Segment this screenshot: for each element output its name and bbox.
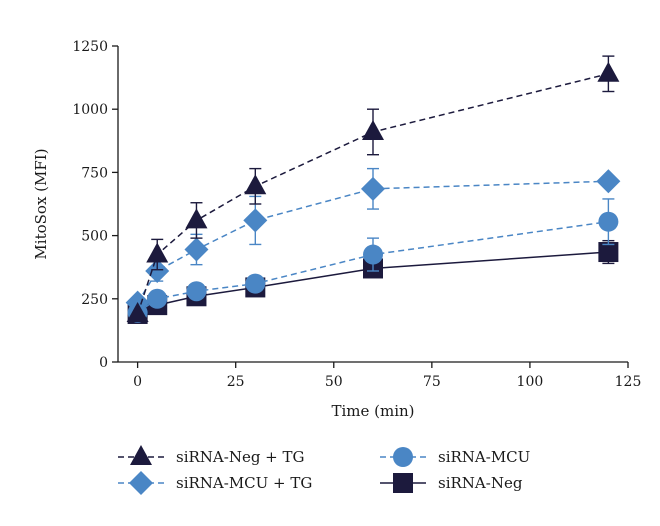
data-point bbox=[597, 61, 620, 82]
y-tick-label: 0 bbox=[99, 355, 108, 371]
legend-marker bbox=[130, 445, 152, 465]
series-line bbox=[136, 73, 609, 315]
data-point bbox=[146, 242, 169, 263]
y-tick-label: 500 bbox=[81, 229, 108, 245]
legend-label: siRNA-MCU + TG bbox=[176, 474, 312, 492]
legend-label: siRNA-Neg bbox=[438, 474, 523, 492]
series-layer bbox=[125, 55, 621, 324]
series-sirna-mcu-tg bbox=[125, 167, 621, 315]
x-tick-label: 25 bbox=[227, 374, 245, 390]
legend-item-sirna-neg-tg: siRNA-Neg + TG bbox=[118, 445, 305, 466]
x-tick-label: 100 bbox=[517, 374, 544, 390]
legend-marker bbox=[393, 473, 413, 493]
data-point bbox=[363, 244, 383, 265]
legend-marker bbox=[393, 447, 413, 467]
y-axis-title: MitoSox (MFI) bbox=[32, 148, 50, 259]
series-sirna-neg-tg bbox=[126, 55, 620, 322]
data-point bbox=[598, 211, 619, 232]
legend-item-sirna-mcu-tg: siRNA-MCU + TG bbox=[118, 471, 312, 495]
data-point bbox=[361, 176, 385, 201]
legend-label: siRNA-Neg + TG bbox=[176, 448, 305, 466]
x-tick-label: 75 bbox=[423, 374, 441, 390]
legend: siRNA-Neg + TG siRNA-MCU siRNA-MCU + TG siR… bbox=[118, 445, 530, 495]
data-point bbox=[147, 288, 168, 309]
data-point bbox=[243, 208, 268, 233]
legend-label: siRNA-MCU bbox=[438, 448, 530, 466]
data-point bbox=[362, 119, 384, 140]
data-point bbox=[186, 281, 207, 302]
x-axis-title: Time (min) bbox=[331, 402, 414, 420]
data-point bbox=[145, 258, 170, 283]
data-point bbox=[185, 208, 208, 229]
data-point bbox=[244, 174, 267, 195]
data-point bbox=[245, 273, 266, 294]
axes: 0 250 500 750 1000 1250 0 25 50 75 100 125 bbox=[72, 39, 641, 390]
y-tick-label: 1250 bbox=[72, 39, 108, 55]
x-tick-label: 0 bbox=[133, 374, 142, 390]
y-tick-label: 250 bbox=[81, 292, 108, 308]
legend-item-sirna-mcu: siRNA-MCU bbox=[380, 447, 530, 467]
x-tick-label: 50 bbox=[325, 374, 343, 390]
data-point bbox=[596, 169, 621, 194]
data-point bbox=[598, 242, 619, 263]
y-tick-label: 750 bbox=[81, 165, 108, 181]
legend-marker bbox=[129, 471, 153, 495]
data-point bbox=[126, 301, 149, 322]
y-tick-label: 1000 bbox=[72, 102, 108, 118]
legend-item-sirna-neg: siRNA-Neg bbox=[380, 473, 523, 493]
data-point bbox=[184, 237, 209, 262]
x-tick-label: 125 bbox=[615, 374, 642, 390]
